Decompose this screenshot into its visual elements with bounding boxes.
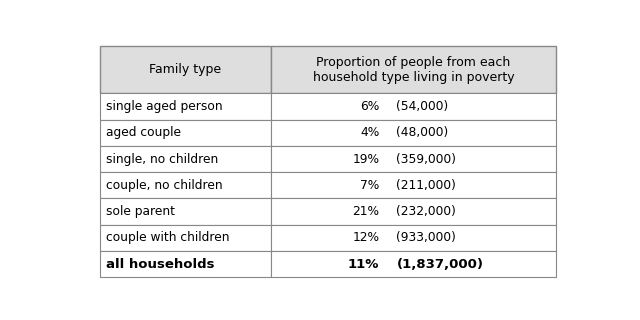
Bar: [271, 198, 556, 225]
Text: 12%: 12%: [353, 231, 380, 244]
Bar: [100, 251, 271, 277]
Bar: [100, 146, 271, 172]
Text: single aged person: single aged person: [106, 100, 223, 113]
Bar: [100, 225, 271, 251]
Bar: [100, 198, 271, 225]
Text: (54,000): (54,000): [396, 100, 449, 113]
Text: 21%: 21%: [353, 205, 380, 218]
Bar: [271, 172, 556, 198]
Text: Proportion of people from each
household type living in poverty: Proportion of people from each household…: [313, 56, 515, 84]
Text: 19%: 19%: [353, 153, 380, 165]
Bar: [271, 93, 556, 120]
Bar: [271, 225, 556, 251]
Text: (48,000): (48,000): [396, 126, 449, 139]
Bar: [271, 146, 556, 172]
Text: 11%: 11%: [348, 258, 380, 271]
Text: couple, no children: couple, no children: [106, 179, 223, 192]
Text: (933,000): (933,000): [396, 231, 456, 244]
Text: single, no children: single, no children: [106, 153, 218, 165]
Bar: [271, 251, 556, 277]
Bar: [100, 120, 271, 146]
Text: (1,837,000): (1,837,000): [396, 258, 483, 271]
Text: 4%: 4%: [360, 126, 380, 139]
Text: (359,000): (359,000): [396, 153, 456, 165]
Text: 7%: 7%: [360, 179, 380, 192]
Text: Family type: Family type: [149, 63, 221, 76]
Text: aged couple: aged couple: [106, 126, 180, 139]
Bar: [100, 172, 271, 198]
Bar: [100, 93, 271, 120]
Text: couple with children: couple with children: [106, 231, 229, 244]
Text: 6%: 6%: [360, 100, 380, 113]
Text: (211,000): (211,000): [396, 179, 456, 192]
Bar: [271, 46, 556, 93]
Bar: [271, 120, 556, 146]
Text: sole parent: sole parent: [106, 205, 175, 218]
Text: all households: all households: [106, 258, 214, 271]
Text: (232,000): (232,000): [396, 205, 456, 218]
Bar: [100, 46, 271, 93]
